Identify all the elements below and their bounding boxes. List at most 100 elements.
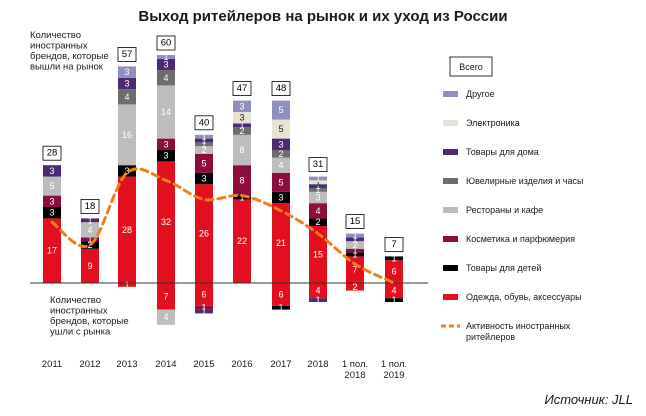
segment-label: 1 — [163, 52, 168, 62]
x-tick-label: 2015 — [193, 359, 214, 370]
bar-segment-enter — [157, 58, 175, 71]
bar-segment-exit — [346, 283, 364, 291]
bar-segment-enter — [157, 150, 175, 162]
bar-segment-enter — [195, 146, 213, 154]
bar-segment-exit — [272, 283, 290, 306]
legend: Всего Другое Электроника Товары для дома Юв… — [441, 56, 583, 342]
segment-label: 1 — [239, 193, 244, 203]
legend-label: Рестораны и кафе — [466, 205, 543, 215]
bar-segment-exit — [309, 283, 327, 299]
bar-segment-enter — [309, 218, 327, 226]
segment-label: 4 — [163, 73, 168, 83]
note-exit-line: брендов, которые — [50, 316, 129, 327]
bar-segment-enter — [43, 176, 61, 196]
bar-segment-enter — [118, 77, 136, 90]
x-tick-label: 2016 — [231, 359, 252, 370]
legend-label: Электроника — [466, 118, 520, 128]
segment-label: 3 — [163, 139, 168, 149]
bar-segment-exit — [309, 298, 327, 302]
x-tick-label: 2017 — [270, 359, 291, 370]
bar-segment-enter — [157, 161, 175, 283]
segment-label: 5 — [201, 158, 206, 168]
legend-label: Косметика и парфюмерия — [466, 234, 575, 244]
activity-line — [50, 167, 396, 285]
segment-label: 4 — [124, 92, 129, 102]
bar-segment-enter — [157, 55, 175, 59]
bar-segment-enter — [118, 66, 136, 78]
bar-segment-exit — [157, 309, 175, 325]
total-label: 28 — [47, 148, 58, 159]
total-box — [232, 81, 252, 96]
bar-segment-enter — [272, 100, 290, 120]
bar-segment-enter — [43, 165, 61, 177]
total-label: 57 — [122, 49, 133, 60]
bar-segment-enter — [118, 176, 136, 283]
legend-label: Товары для дома — [466, 147, 539, 157]
bar-segment-enter — [309, 188, 327, 192]
chart-title: Выход ритейлеров на рынок и их уход из Р… — [138, 8, 507, 25]
total-label: 15 — [350, 216, 361, 227]
segment-label: 2 — [352, 282, 357, 292]
bar-segment-enter — [81, 218, 99, 223]
bar-segment-enter — [195, 134, 213, 139]
segment-label: 5 — [278, 105, 283, 115]
segment-label: 21 — [276, 238, 286, 248]
segment-label: 32 — [161, 217, 171, 227]
segment-label: 1 — [201, 307, 206, 317]
bar-segment-enter — [118, 165, 136, 177]
x-axis-ticks: 2011 2012 2013 2014 2015 2016 2017 2018 1 пол.20… — [42, 359, 407, 381]
segment-label: 4 — [315, 206, 320, 216]
segment-label: 4 — [315, 286, 320, 296]
legend-label: Ювелирные изделия и часы — [466, 176, 583, 186]
segment-label: 2 — [278, 149, 283, 159]
legend-title: Всего — [459, 62, 483, 72]
legend-swatch — [443, 236, 458, 242]
total-box — [117, 47, 137, 62]
bar-segment-enter — [43, 218, 61, 283]
segment-label: 5 — [278, 124, 283, 134]
segment-label: 3 — [124, 67, 129, 77]
segment-label: 8 — [239, 145, 244, 155]
legend-swatch — [443, 149, 458, 155]
bar-segment-enter — [309, 191, 327, 204]
bar-segment-enter — [346, 252, 364, 257]
total-box — [271, 81, 291, 96]
segment-label: 26 — [199, 229, 209, 239]
segment-label: 3 — [239, 113, 244, 123]
bar-segment-enter — [309, 203, 327, 219]
segment-label: 1 — [352, 234, 357, 244]
legend-swatch — [443, 265, 458, 271]
bar-segment-exit — [272, 305, 290, 310]
bar-segment-enter — [346, 233, 364, 238]
bar-segment-enter — [309, 184, 327, 188]
bar-segment-enter — [81, 237, 99, 242]
segment-label: 7 — [352, 265, 357, 275]
segment-label: 22 — [237, 236, 247, 246]
legend-label: Товары для детей — [466, 263, 541, 273]
segment-label: 4 — [163, 312, 168, 322]
bar-segment-enter — [309, 176, 327, 181]
segment-label: 1 — [201, 139, 206, 149]
segment-label: 1 — [391, 253, 396, 263]
bar-segment-enter — [195, 142, 213, 147]
bar-segment-exit — [195, 305, 213, 310]
total-label: 7 — [391, 239, 396, 250]
x-tick-label: 1 пол. — [342, 359, 368, 370]
segment-label: 1 — [352, 246, 357, 256]
segment-label: 3 — [49, 166, 54, 176]
bar-segment-enter — [346, 248, 364, 253]
segment-label: 1 — [352, 231, 357, 241]
bar-segment-enter — [272, 172, 290, 192]
bar-segment-enter — [272, 150, 290, 158]
total-box — [156, 35, 176, 51]
total-box — [345, 214, 365, 230]
note-exit-line: Количество — [50, 295, 101, 306]
x-tick-label: 2012 — [79, 359, 100, 370]
segment-label: 14 — [161, 107, 171, 117]
segment-label: 3 — [163, 60, 168, 70]
segment-label: 1 — [239, 120, 244, 130]
bar-segment-enter — [385, 260, 403, 283]
total-label: 18 — [85, 201, 96, 212]
